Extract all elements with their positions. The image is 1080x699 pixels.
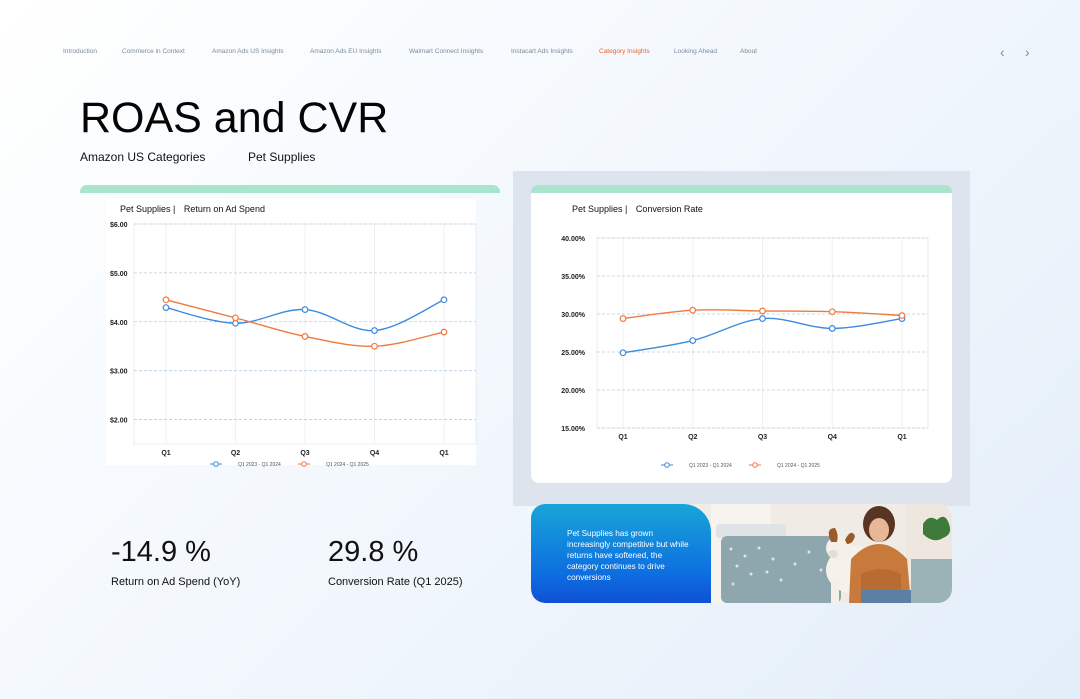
insight-card: Pet Supplies has grown increasingly comp… [531, 504, 952, 603]
nav-item-instacart-ads[interactable]: Instacart Ads Insights [511, 48, 573, 55]
nav-item-introduction[interactable]: Introduction [63, 48, 97, 55]
insight-card-blue-panel: Pet Supplies has grown increasingly comp… [531, 504, 711, 603]
cvr-y-tick-label: 30.00% [561, 312, 586, 319]
breadcrumb-subcategory: Pet Supplies [248, 150, 316, 164]
roas-legend-label: Q1 2024 - Q1 2025 [326, 462, 369, 468]
roas-series-2-point [301, 333, 309, 340]
roas-card-accent-bar [80, 185, 500, 193]
nav-item-commerce-in-context[interactable]: Commerce in Context [122, 48, 185, 55]
cvr-legend-label: Q1 2023 - Q1 2024 [689, 463, 732, 469]
cvr-series-2-point [828, 308, 836, 316]
cvr-x-tick-label: Q1 [618, 434, 627, 441]
kpi-cvr-value: 29.8 % [328, 536, 419, 568]
kpi-roas-label: Return on Ad Spend (YoY) [111, 576, 241, 588]
cvr-series-2-point [759, 307, 766, 315]
cvr-y-tick-label: 25.00% [561, 350, 586, 357]
roas-series-1-point [162, 304, 170, 311]
kpi-roas-value: -14.9 % [111, 536, 211, 568]
cvr-legend-swatch-marker [752, 462, 758, 468]
nav-item-amazon-ads-us[interactable]: Amazon Ads US Insights [212, 48, 284, 55]
roas-series-2-point [232, 314, 239, 322]
roas-line-chart: $6.00 $5.00 $4.00 $3.00 $2.00 Q1 Q2 Q3 Q4 Q1 Q1 20… [110, 222, 477, 468]
breadcrumb-category: Amazon US Categories [80, 150, 206, 164]
cvr-y-tick-label: 15.00% [561, 426, 586, 433]
roas-legend-label: Q1 2023 - Q1 2024 [238, 462, 281, 468]
cvr-legend-swatch-marker [664, 462, 670, 468]
cvr-card-accent-bar [531, 185, 952, 193]
chevron-left-icon[interactable]: ‹ [1000, 44, 1005, 60]
nav-item-walmart-connect[interactable]: Walmart Connect Insights [409, 48, 484, 55]
insight-text: Pet Supplies has grown increasingly comp… [567, 529, 689, 582]
roas-series-1-point [440, 296, 448, 304]
roas-series-1-point [371, 327, 378, 334]
roas-y-tick-label: $3.00 [110, 369, 128, 376]
roas-y-tick-label: $2.00 [110, 418, 128, 425]
roas-series-1-point [301, 306, 309, 313]
roas-y-tick-label: $5.00 [110, 271, 128, 278]
roas-title-category: Pet Supplies | [120, 204, 176, 214]
roas-series-1-point [232, 319, 239, 327]
roas-series-2-point [162, 296, 170, 304]
cvr-x-tick-label: Q2 [688, 434, 697, 441]
cvr-title-metric: Conversion Rate [635, 204, 703, 214]
roas-title-metric: Return on Ad Spend [183, 204, 265, 214]
top-nav: Introduction Commerce in Context Amazon … [63, 48, 783, 58]
woman-with-dog-photo [711, 504, 952, 603]
nav-item-amazon-ads-eu[interactable]: Amazon Ads EU Insights [310, 48, 382, 55]
cvr-series-2-point [898, 312, 906, 319]
cvr-line-chart: 40.00% 35.00% 30.00% 25.00% 20.00% 15.00% Q1 Q2… [561, 236, 929, 469]
cvr-series-1-point [828, 325, 836, 332]
cvr-x-tick-label: Q1 [897, 434, 906, 441]
roas-legend-swatch-marker [301, 461, 307, 467]
roas-chart-title: Pet Supplies | Return on Ad Spend [120, 204, 265, 214]
roas-legend-swatch-marker [213, 461, 219, 467]
roas-x-tick-label: Q1 [161, 450, 170, 457]
nav-item-looking-ahead[interactable]: Looking Ahead [674, 48, 718, 55]
cvr-legend-label: Q1 2024 - Q1 2025 [777, 463, 820, 469]
cvr-x-tick-label: Q3 [758, 434, 767, 441]
nav-item-category-insights[interactable]: Category Insights [599, 48, 650, 55]
roas-y-tick-label: $4.00 [110, 320, 128, 327]
roas-x-tick-label: Q4 [370, 450, 379, 457]
cvr-y-tick-label: 40.00% [561, 236, 586, 243]
roas-series-2-point [371, 342, 378, 350]
cvr-y-tick-label: 20.00% [561, 388, 586, 395]
cvr-chart-title: Pet Supplies | Conversion Rate [572, 204, 703, 214]
roas-x-tick-label: Q2 [231, 450, 240, 457]
roas-x-tick-label: Q1 [439, 450, 448, 457]
cvr-series-1-point [689, 337, 697, 344]
chevron-right-icon[interactable]: › [1025, 44, 1030, 60]
kpi-cvr-label: Conversion Rate (Q1 2025) [328, 576, 463, 588]
nav-item-about[interactable]: About [740, 48, 757, 55]
cvr-series-2-point [689, 306, 697, 314]
cvr-y-tick-label: 35.00% [561, 274, 586, 281]
roas-x-tick-label: Q3 [300, 450, 309, 457]
roas-series-2-point [440, 328, 448, 336]
cvr-title-category: Pet Supplies | [572, 204, 628, 214]
cvr-x-tick-label: Q4 [828, 434, 837, 441]
cvr-series-2-point [619, 315, 627, 322]
page-title: ROAS and CVR [80, 94, 389, 142]
cvr-series-1-point [759, 315, 766, 322]
roas-y-tick-label: $6.00 [110, 222, 128, 229]
cvr-series-1-point [619, 349, 627, 357]
